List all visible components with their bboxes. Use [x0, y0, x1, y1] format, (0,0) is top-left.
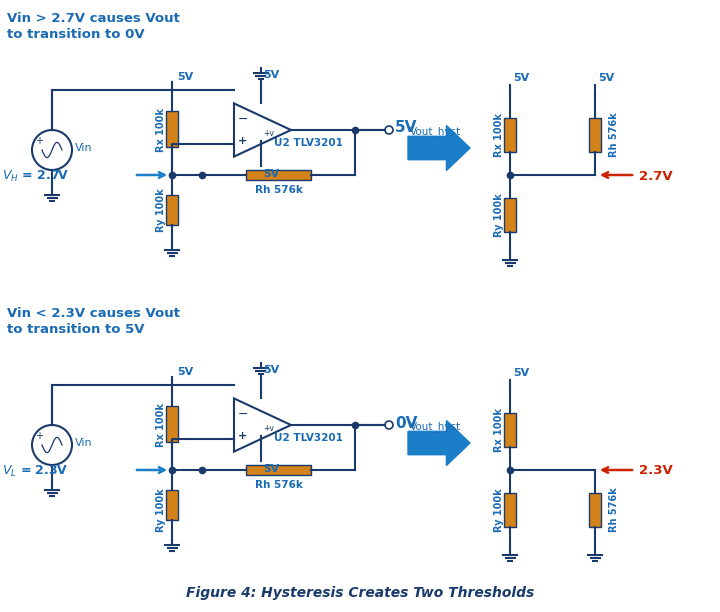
Text: 5V: 5V — [177, 72, 193, 82]
Text: 5V: 5V — [513, 73, 529, 83]
Text: +v: +v — [263, 424, 274, 433]
FancyBboxPatch shape — [504, 493, 516, 527]
Text: 5V: 5V — [513, 368, 529, 378]
Text: U2 TLV3201: U2 TLV3201 — [274, 138, 343, 148]
Text: Ry 100k: Ry 100k — [156, 488, 166, 532]
Text: Ry 100k: Ry 100k — [494, 193, 504, 237]
FancyBboxPatch shape — [166, 111, 178, 147]
Text: Vout_hyst: Vout_hyst — [410, 127, 461, 138]
Text: 5V: 5V — [264, 170, 280, 179]
FancyBboxPatch shape — [246, 465, 310, 475]
Polygon shape — [408, 125, 470, 171]
Text: 2.7V: 2.7V — [639, 170, 672, 182]
Text: +v: +v — [263, 129, 274, 138]
Text: +: + — [35, 136, 43, 146]
Text: Rx 100k: Rx 100k — [494, 408, 504, 452]
Text: Vin < 2.3V causes Vout: Vin < 2.3V causes Vout — [7, 307, 180, 320]
FancyBboxPatch shape — [246, 170, 310, 180]
Text: $V_L$ = 2.3V: $V_L$ = 2.3V — [2, 463, 68, 479]
Text: Ry 100k: Ry 100k — [156, 188, 166, 232]
Text: +: + — [238, 136, 247, 146]
Text: Rh 576k: Rh 576k — [609, 113, 619, 157]
Text: Rx 100k: Rx 100k — [494, 113, 504, 157]
Text: 5V: 5V — [264, 365, 280, 375]
Text: Rx 100k: Rx 100k — [156, 108, 166, 152]
Text: 0V: 0V — [395, 416, 418, 430]
Text: Rh 576k: Rh 576k — [255, 480, 302, 490]
Text: −: − — [238, 408, 248, 421]
Text: U2 TLV3201: U2 TLV3201 — [274, 433, 343, 443]
Text: Ry 100k: Ry 100k — [494, 488, 504, 532]
Text: Vin > 2.7V causes Vout: Vin > 2.7V causes Vout — [7, 12, 180, 25]
Text: 2.3V: 2.3V — [639, 465, 672, 477]
FancyBboxPatch shape — [504, 198, 516, 232]
Text: +: + — [35, 431, 43, 441]
Text: Rx 100k: Rx 100k — [156, 403, 166, 447]
Text: +: + — [238, 431, 247, 441]
Text: 5V: 5V — [264, 465, 280, 474]
Text: Figure 4: Hysteresis Creates Two Thresholds: Figure 4: Hysteresis Creates Two Thresho… — [186, 586, 534, 600]
Text: Rh 576k: Rh 576k — [609, 488, 619, 532]
Text: Vin: Vin — [75, 143, 93, 153]
FancyBboxPatch shape — [589, 118, 601, 152]
FancyBboxPatch shape — [166, 490, 178, 520]
Text: Vin: Vin — [75, 438, 93, 448]
Text: to transition to 5V: to transition to 5V — [7, 323, 145, 336]
FancyBboxPatch shape — [166, 406, 178, 442]
FancyBboxPatch shape — [504, 118, 516, 152]
Text: −: − — [238, 113, 248, 126]
Text: $V_H$ = 2.7V: $V_H$ = 2.7V — [2, 168, 69, 184]
Text: 5V: 5V — [177, 367, 193, 377]
FancyBboxPatch shape — [589, 493, 601, 527]
FancyBboxPatch shape — [504, 413, 516, 447]
Text: 5V: 5V — [598, 73, 614, 83]
Text: Rh 576k: Rh 576k — [255, 185, 302, 195]
Text: 5V: 5V — [395, 121, 418, 135]
Text: 5V: 5V — [264, 70, 280, 80]
Polygon shape — [408, 420, 470, 466]
Text: to transition to 0V: to transition to 0V — [7, 28, 145, 41]
Text: Vout_hyst: Vout_hyst — [410, 422, 461, 433]
FancyBboxPatch shape — [166, 195, 178, 225]
